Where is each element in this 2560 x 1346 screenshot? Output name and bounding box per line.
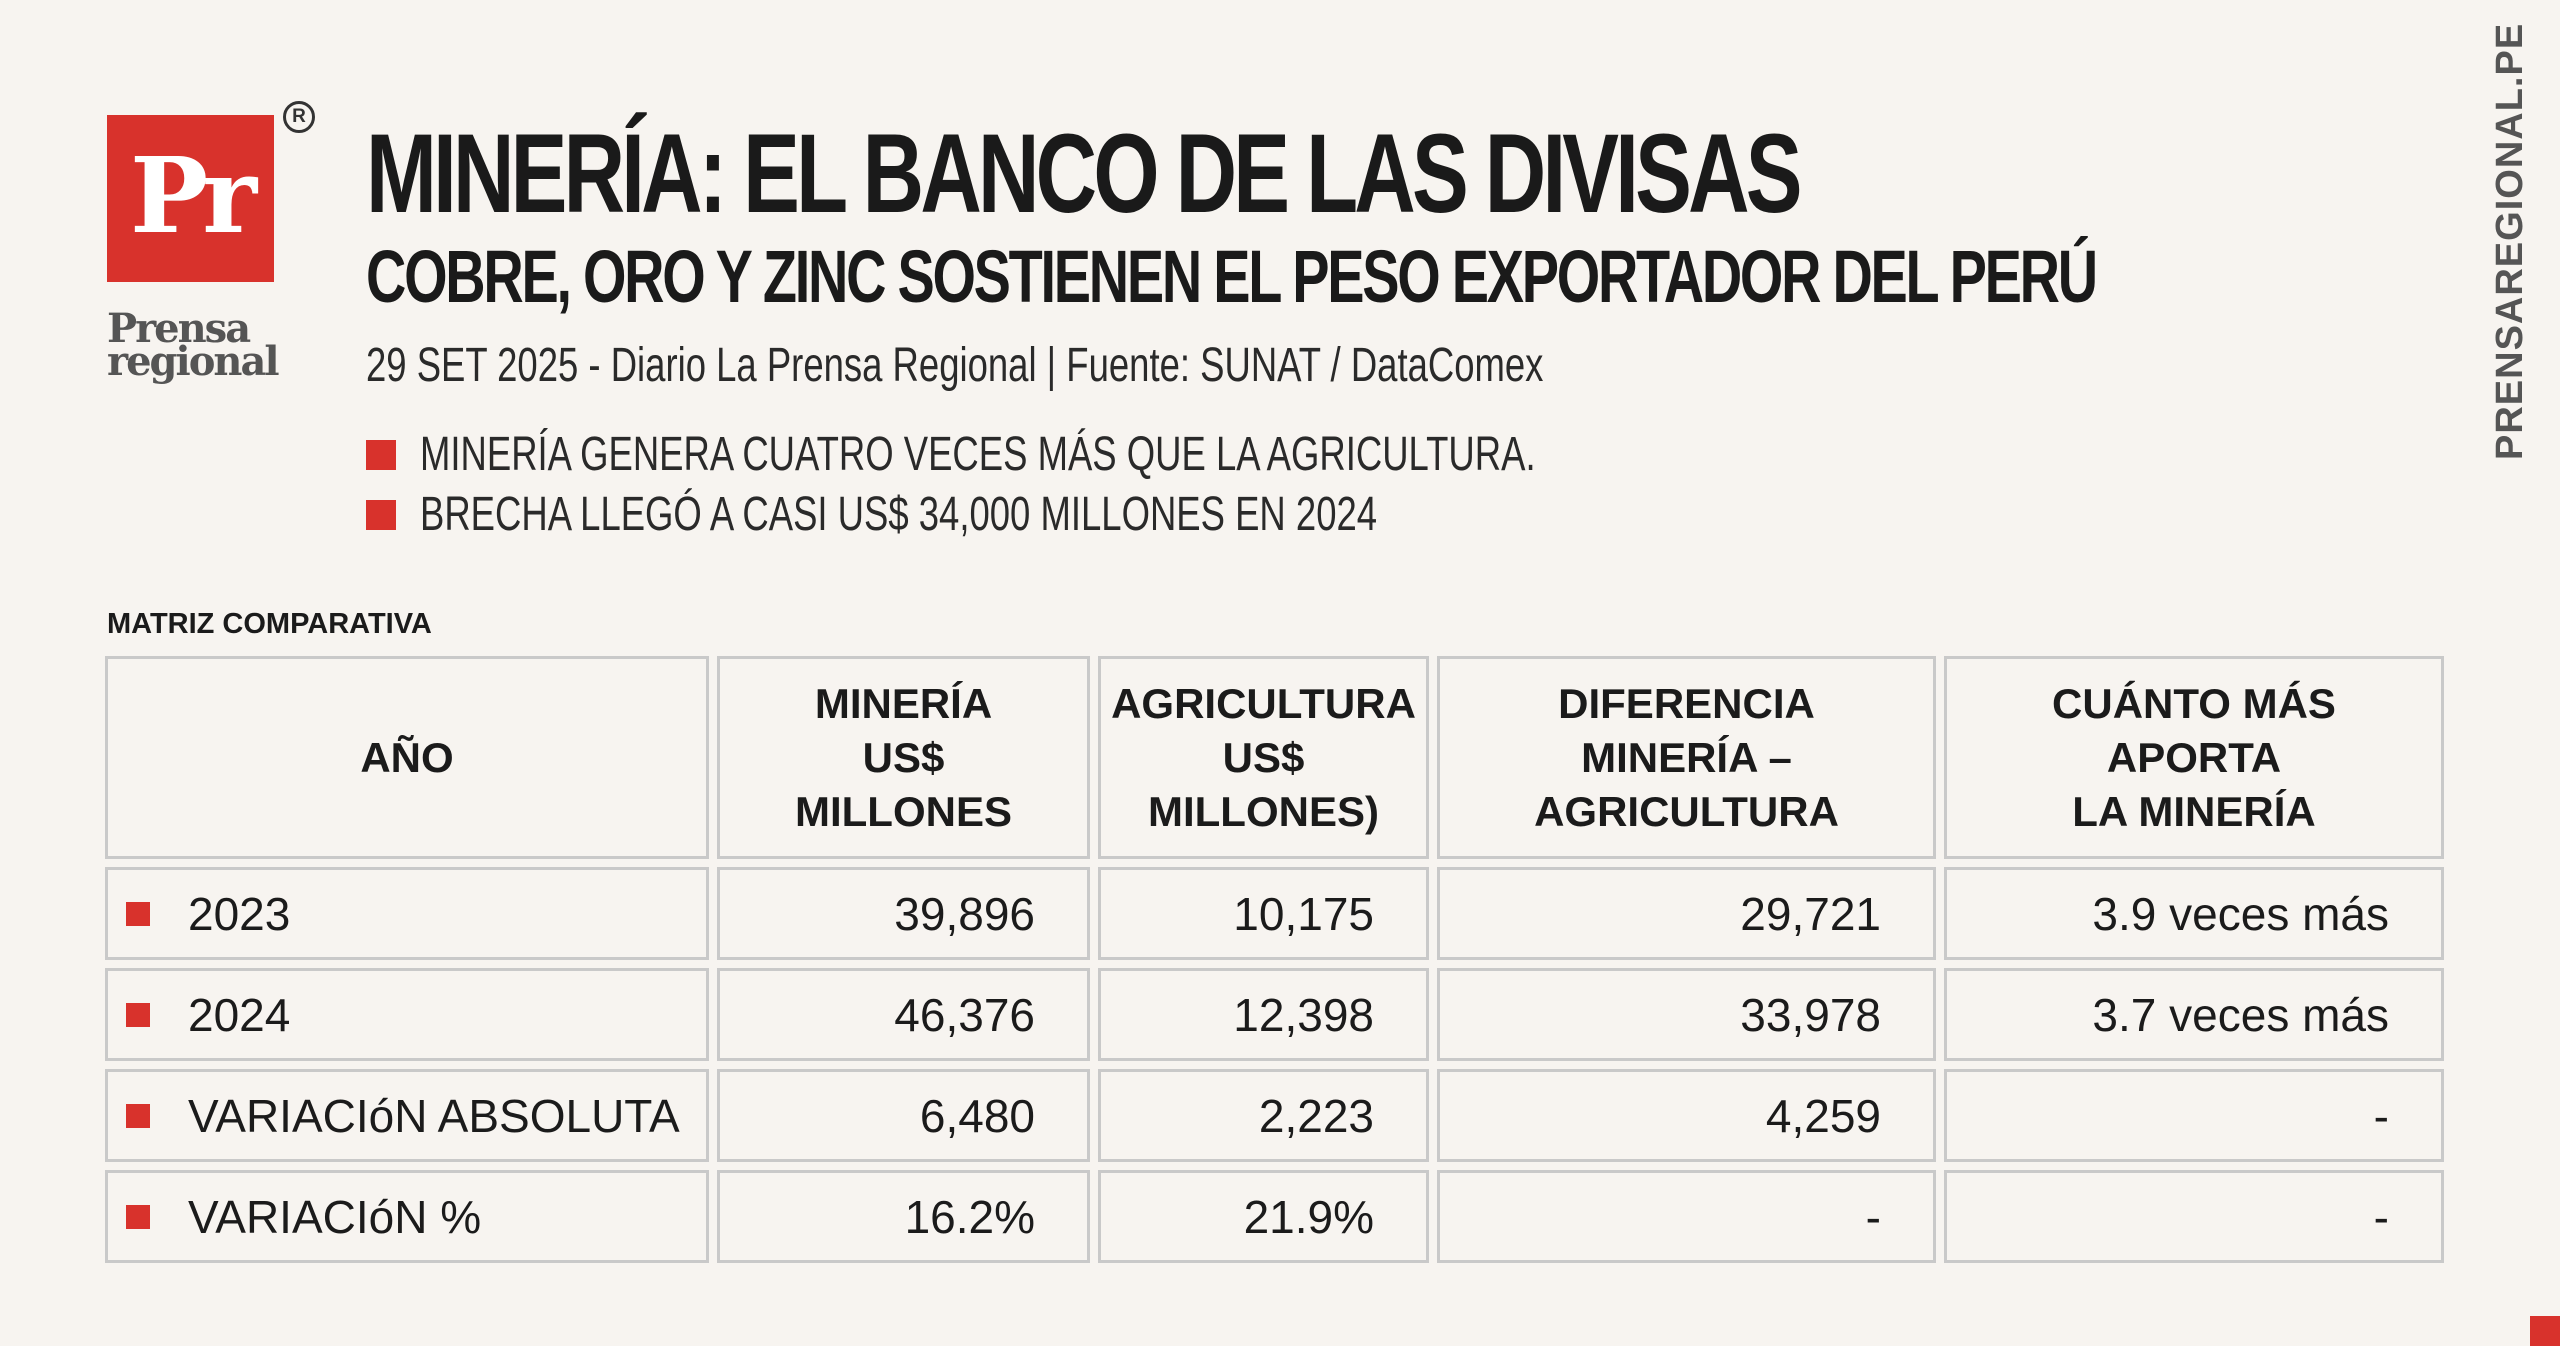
row-label-cell: VARIACIóN ABSOLUTA	[105, 1069, 709, 1162]
table-row: 2024 46,376 12,398 33,978 3.7 veces más	[105, 968, 2444, 1061]
cell-mineria: 16.2%	[717, 1170, 1090, 1263]
page-title: MINERÍA: EL BANCO DE LAS DIVISAS	[366, 111, 1803, 236]
page-subtitle: COBRE, ORO Y ZINC SOSTIENEN EL PESO EXPO…	[366, 235, 2098, 318]
header-line: AÑO	[360, 733, 454, 781]
highlight-item: BRECHA LLEGÓ A CASI US$ 34,000 MILLONES …	[366, 485, 1888, 545]
cell-mineria: 46,376	[717, 968, 1090, 1061]
header-line: AGRICULTURA	[1111, 679, 1416, 727]
table-row: 2023 39,896 10,175 29,721 3.9 veces más	[105, 867, 2444, 960]
red-square-icon	[366, 500, 396, 530]
logo: Pr R Prensa regional	[107, 101, 315, 385]
cell-mineria: 6,480	[717, 1069, 1090, 1162]
highlight-text: BRECHA LLEGÓ A CASI US$ 34,000 MILLONES …	[420, 488, 1378, 541]
header-line: AGRICULTURA	[1534, 787, 1839, 835]
table-title: MATRIZ COMPARATIVA	[107, 608, 432, 640]
red-square-icon	[126, 1103, 150, 1128]
cell-diferencia: 29,721	[1437, 867, 1936, 960]
cell-cuanto: 3.9 veces más	[1944, 867, 2444, 960]
logo-letters: Pr	[130, 133, 257, 257]
header-line: US$	[862, 733, 945, 781]
dateline: 29 SET 2025 - Diario La Prensa Regional …	[366, 339, 1544, 392]
header-line: CUÁNTO MÁS	[2052, 679, 2336, 727]
cell-agricultura: 21.9%	[1098, 1170, 1429, 1263]
cell-cuanto: 3.7 veces más	[1944, 968, 2444, 1061]
header-line: MILLONES)	[1148, 787, 1379, 835]
header-year: AÑO	[105, 656, 709, 859]
header-line: MINERÍA –	[1581, 733, 1792, 781]
logo-mark: Pr	[107, 115, 274, 282]
cell-mineria: 39,896	[717, 867, 1090, 960]
header-line: APORTA	[2106, 733, 2282, 781]
cell-agricultura: 10,175	[1098, 867, 1429, 960]
header-cuanto: CUÁNTO MÁS APORTA LA MINERÍA	[1944, 656, 2444, 859]
red-square-icon	[126, 1002, 150, 1027]
row-label: 2023	[188, 887, 291, 940]
corner-mark	[2530, 1316, 2560, 1346]
cell-cuanto: -	[1944, 1069, 2444, 1162]
red-square-icon	[126, 901, 150, 926]
header-line: US$	[1222, 733, 1305, 781]
row-label-cell: 2023	[105, 867, 709, 960]
website-tag: PRENSAREGIONAL.PE	[2489, 22, 2531, 460]
row-label: VARIACIóN %	[188, 1190, 482, 1243]
logo-name: Prensa regional	[107, 305, 280, 385]
red-square-icon	[366, 440, 396, 470]
header-line: MINERÍA	[814, 679, 993, 727]
header-agricultura: AGRICULTURA US$ MILLONES)	[1098, 656, 1429, 859]
highlight-text: MINERÍA GENERA CUATRO VECES MÁS QUE LA A…	[420, 428, 1536, 481]
registered-mark: R	[283, 101, 315, 133]
cell-agricultura: 2,223	[1098, 1069, 1429, 1162]
highlight-item: MINERÍA GENERA CUATRO VECES MÁS QUE LA A…	[366, 425, 1888, 485]
logo-name-line1: Prensa	[107, 305, 251, 352]
red-square-icon	[126, 1204, 150, 1229]
header-diferencia: DIFERENCIA MINERÍA – AGRICULTURA	[1437, 656, 1936, 859]
row-label: 2024	[188, 988, 291, 1041]
row-label-cell: VARIACIóN %	[105, 1170, 709, 1263]
cell-cuanto: -	[1944, 1170, 2444, 1263]
logo-name-line2: regional	[107, 338, 280, 385]
header-line: DIFERENCIA	[1558, 679, 1815, 727]
comparison-table: AÑO MINERÍA US$ MILLONES AGRICULTURA US$…	[97, 648, 2452, 1271]
highlights-list: MINERÍA GENERA CUATRO VECES MÁS QUE LA A…	[366, 425, 1888, 545]
cell-agricultura: 12,398	[1098, 968, 1429, 1061]
header-line: LA MINERÍA	[2072, 787, 2316, 835]
row-label: VARIACIóN ABSOLUTA	[188, 1089, 680, 1142]
header-line: MILLONES	[795, 787, 1012, 835]
cell-diferencia: -	[1437, 1170, 1936, 1263]
cell-diferencia: 33,978	[1437, 968, 1936, 1061]
cell-diferencia: 4,259	[1437, 1069, 1936, 1162]
table-row: VARIACIóN % 16.2% 21.9% - -	[105, 1170, 2444, 1263]
table-row: VARIACIóN ABSOLUTA 6,480 2,223 4,259 -	[105, 1069, 2444, 1162]
row-label-cell: 2024	[105, 968, 709, 1061]
header-mineria: MINERÍA US$ MILLONES	[717, 656, 1090, 859]
table-header-row: AÑO MINERÍA US$ MILLONES AGRICULTURA US$…	[105, 656, 2444, 859]
